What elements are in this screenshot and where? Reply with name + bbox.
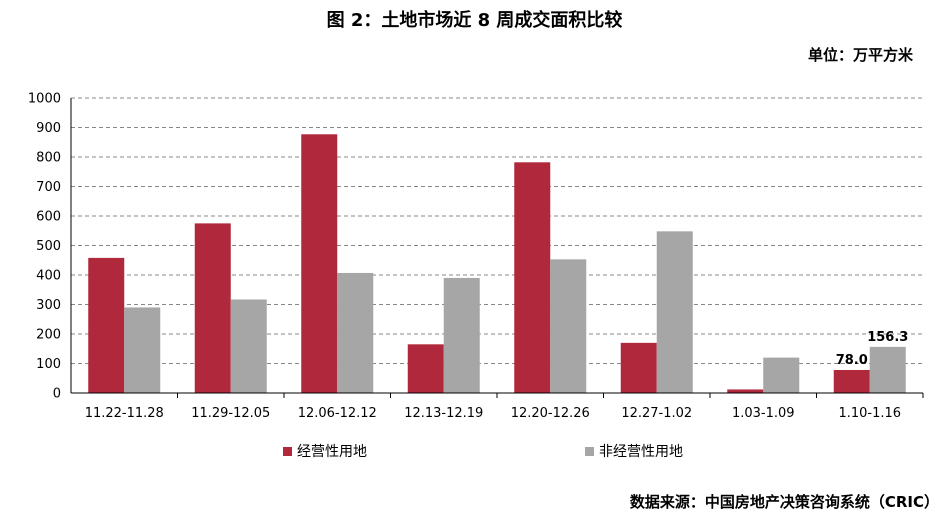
y-tick-labels: 0 100 200 300 400 500 600 700 800 900 1000 (28, 92, 61, 402)
y-tick-label: 1000 (28, 92, 61, 107)
bar (869, 346, 906, 393)
data-label: 78.0 (836, 353, 868, 368)
bar (514, 162, 551, 393)
bar-group (88, 134, 906, 393)
bar (443, 277, 480, 393)
bar (727, 389, 764, 393)
x-tick-label: 1.10-1.16 (838, 406, 901, 421)
bar (833, 369, 870, 393)
y-tick-label: 900 (36, 121, 61, 136)
x-tick-label: 12.27-1.02 (621, 406, 692, 421)
x-tick-label: 1.03-1.09 (732, 406, 795, 421)
data-source: 数据来源：中国房地产决策咨询系统（CRIC） (629, 493, 939, 511)
y-tick-label: 600 (36, 210, 61, 225)
y-tick-label: 200 (36, 328, 61, 343)
bar (407, 344, 444, 393)
y-tick-label: 300 (36, 298, 61, 313)
legend-label: 经营性用地 (297, 444, 367, 460)
axes (70, 98, 924, 398)
x-tick-label: 12.13-12.19 (404, 406, 483, 421)
bar (550, 259, 587, 393)
legend-label: 非经营性用地 (599, 444, 683, 460)
bar (230, 299, 267, 393)
bar (620, 342, 657, 393)
chart-title: 图 2：土地市场近 8 周成交面积比较 (326, 10, 623, 31)
unit-label: 单位：万平方米 (807, 46, 913, 64)
bar (124, 307, 161, 393)
x-tick-label: 11.22-11.28 (85, 406, 164, 421)
y-tick-label: 800 (36, 151, 61, 166)
y-tick-label: 700 (36, 180, 61, 195)
x-tick-labels: 11.22-11.28 11.29-12.05 12.06-12.12 12.13-1… (85, 406, 901, 421)
bar (301, 134, 338, 393)
y-tick-label: 400 (36, 269, 61, 284)
bar (763, 357, 800, 393)
bar (337, 272, 374, 393)
y-tick-label: 100 (36, 357, 61, 372)
data-labels: 78.0 156.3 (836, 330, 909, 368)
x-tick-label: 11.29-12.05 (191, 406, 270, 421)
y-tick-label: 0 (53, 387, 61, 402)
legend-swatch (585, 447, 594, 456)
bar (194, 223, 231, 393)
data-label: 156.3 (867, 330, 908, 345)
y-tick-label: 500 (36, 239, 61, 254)
legend-swatch (283, 447, 292, 456)
bar (88, 257, 125, 393)
x-tick-label: 12.20-12.26 (511, 406, 590, 421)
x-tick-label: 12.06-12.12 (298, 406, 377, 421)
bar (656, 231, 693, 393)
legend: 经营性用地 非经营性用地 (283, 444, 683, 460)
